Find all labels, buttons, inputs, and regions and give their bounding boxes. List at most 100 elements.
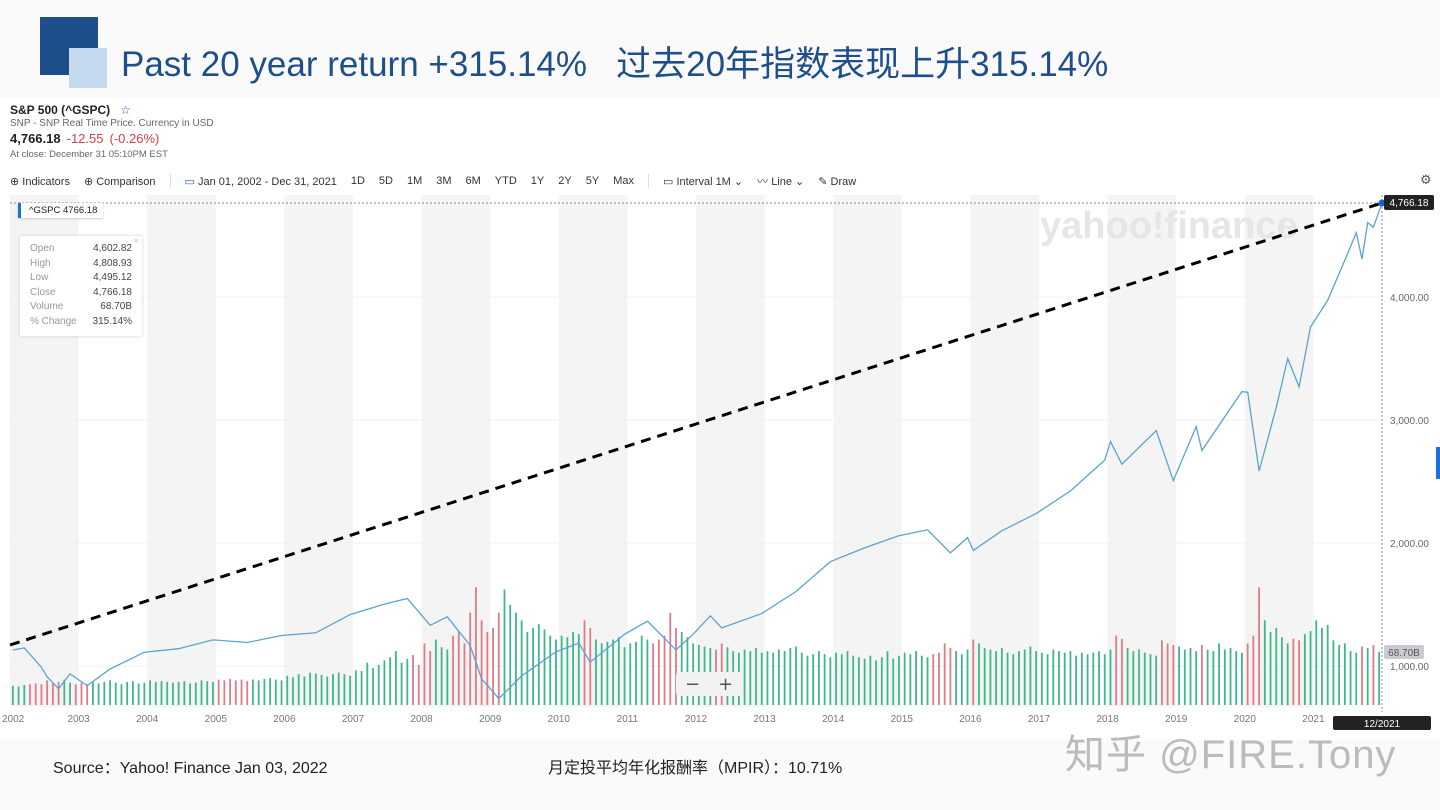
source-note: Source：Yahoo! Finance Jan 03, 2022 (53, 760, 328, 777)
range-6m[interactable]: 6M (465, 175, 481, 187)
volume-bar (1098, 651, 1100, 705)
volume-bar (1058, 651, 1060, 705)
volume-bar (1012, 654, 1015, 705)
volume-bar (154, 681, 157, 705)
volume-bar (132, 681, 134, 705)
volume-bar (812, 654, 815, 705)
volume-bar (646, 639, 649, 705)
tooltip-key: Close (30, 286, 56, 298)
close-icon[interactable]: × (133, 236, 139, 247)
volume-bar (149, 680, 151, 705)
range-1y[interactable]: 1Y (530, 175, 545, 187)
comparison-button[interactable]: ⊕ Comparison (83, 175, 156, 188)
volume-bar (749, 651, 752, 705)
volume-bar (875, 660, 877, 705)
tooltip-value: 4,495.12 (93, 272, 132, 284)
range-ytd[interactable]: YTD (494, 175, 517, 187)
date-range-button[interactable]: ▭ Jan 01, 2002 - Dec 31, 2021 (185, 175, 337, 188)
range-2y[interactable]: 2Y (558, 175, 572, 187)
yahoo-finance-watermark: yahoo!finance (1040, 205, 1298, 247)
volume-bar (223, 680, 226, 705)
volume-bar (995, 651, 998, 705)
range-1d[interactable]: 1D (350, 175, 365, 187)
volume-bar (1361, 646, 1363, 705)
volume-bar (274, 679, 277, 705)
volume-bar (1355, 652, 1358, 705)
range-5d[interactable]: 5D (378, 175, 393, 187)
volume-bar (34, 683, 37, 705)
volume-bar (486, 631, 489, 705)
volume-bar (343, 674, 346, 705)
quote-price-row: 4,766.18 -12.55 (-0.26%) (10, 131, 159, 146)
volume-bar (932, 654, 935, 705)
range-5y[interactable]: 5Y (585, 175, 600, 187)
range-max[interactable]: Max (613, 175, 634, 187)
volume-bar (480, 620, 483, 705)
year-band (696, 195, 765, 707)
settings-icon[interactable]: ⚙ (1420, 173, 1432, 188)
ruler-icon: ▭ (662, 175, 677, 188)
chart-type-label: Line ⌄ (771, 176, 805, 188)
chart-type-dropdown[interactable]: 〰 Line ⌄ (757, 173, 804, 189)
volume-bar (1235, 651, 1238, 705)
volume-bar (303, 676, 306, 705)
volume-bar (1298, 640, 1301, 705)
year-band (147, 195, 216, 707)
volume-bar (372, 668, 374, 705)
x-tick-label: 2006 (273, 714, 296, 725)
volume-bar (1241, 652, 1243, 705)
volume-bar (629, 643, 632, 705)
zoom-in-button[interactable]: + (717, 673, 734, 695)
volume-bar (915, 651, 917, 705)
volume-bar (74, 684, 77, 705)
volume-bar (200, 680, 203, 705)
volume-bar (1189, 648, 1192, 705)
x-tick-label: 2010 (548, 714, 571, 725)
volume-bar (1132, 651, 1135, 705)
range-1m[interactable]: 1M (406, 175, 423, 187)
volume-bar (1161, 640, 1163, 705)
x-tick-label: 2020 (1234, 714, 1257, 725)
interval-dropdown[interactable]: ▭ Interval 1M ⌄ (663, 175, 743, 188)
x-tick-label: 2007 (342, 714, 365, 725)
x-tick-label: 2004 (136, 714, 159, 725)
volume-bar (869, 655, 872, 705)
volume-bar (675, 628, 677, 705)
chart-toolbar: ⊕ Indicators ⊕ Comparison ▭ Jan 01, 2002… (10, 173, 856, 189)
volume-bar (69, 682, 71, 705)
volume-bar (583, 620, 586, 705)
star-icon[interactable]: ☆ (120, 103, 131, 117)
volume-bar (475, 587, 477, 705)
volume-bar (377, 664, 380, 705)
volume-bar (1349, 651, 1352, 705)
volume-bar (760, 652, 763, 705)
indicators-button[interactable]: ⊕ Indicators (10, 175, 70, 188)
volume-bar (257, 680, 260, 705)
x-tick-label: 2005 (205, 714, 228, 725)
volume-bar (1321, 628, 1323, 705)
x-tick-label: 2021 (1302, 714, 1325, 725)
volume-bar (1086, 654, 1089, 705)
volume-bar (1035, 651, 1038, 705)
volume-bar (949, 648, 952, 705)
volume-bar (103, 681, 106, 705)
volume-bar (23, 684, 26, 705)
volume-bar (297, 674, 300, 705)
year-band (284, 195, 353, 707)
zoom-out-button[interactable]: − (684, 673, 701, 695)
volume-bar (903, 652, 906, 705)
draw-button[interactable]: ✎ Draw (818, 175, 856, 188)
range-3m[interactable]: 3M (436, 175, 452, 187)
volume-bar (17, 686, 20, 705)
quote-symbol: S&P 500 (^GSPC) ☆ (10, 103, 131, 117)
volume-bar (589, 628, 592, 705)
volume-bar (463, 643, 466, 705)
tooltip-value: 4,602.82 (93, 243, 132, 254)
volume-bar (892, 658, 895, 705)
volume-bar (446, 649, 449, 705)
scroll-handle[interactable] (1436, 447, 1440, 479)
volume-bar (434, 639, 437, 705)
volume-bar (898, 655, 900, 705)
volume-bar (612, 639, 615, 705)
